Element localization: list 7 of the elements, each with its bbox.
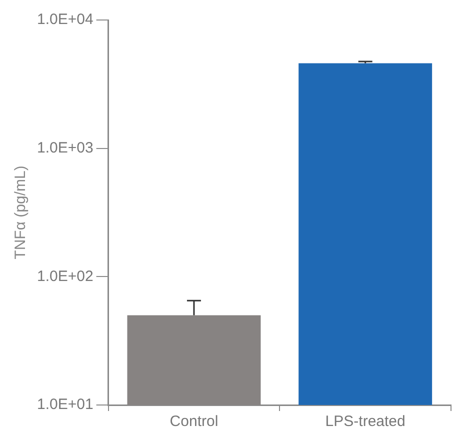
y-tick-label: 1.0E+03 [36, 139, 94, 156]
y-tick-label: 1.0E+02 [36, 268, 94, 285]
x-tick-label: LPS-treated [325, 413, 406, 430]
y-axis-title: TNFα (pg/mL) [12, 166, 30, 260]
y-tick-label: 1.0E+01 [36, 396, 94, 414]
x-tick-label: Control [170, 413, 218, 430]
y-tick-label: 1.0E+04 [36, 11, 94, 28]
